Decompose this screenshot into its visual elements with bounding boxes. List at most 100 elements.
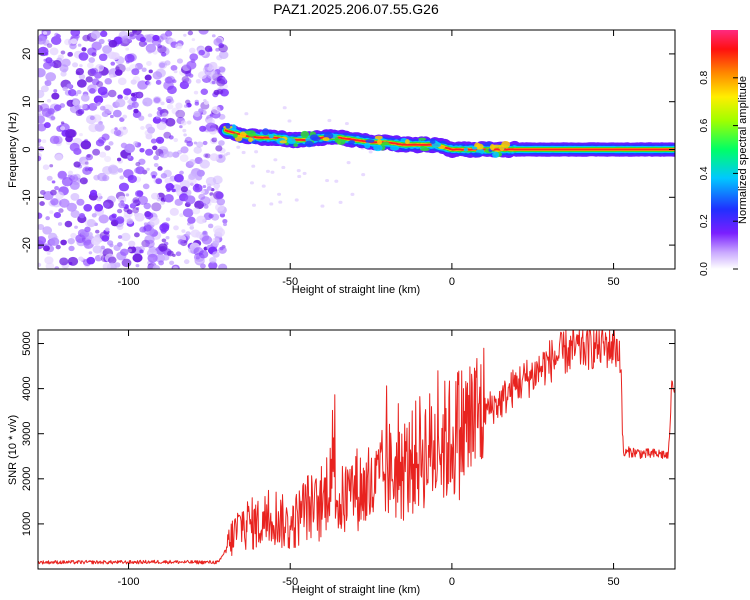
noise-speckle: [135, 207, 140, 211]
noise-speckle: [204, 153, 211, 159]
noise-speckle: [38, 89, 45, 99]
noise-speckle: [153, 162, 159, 168]
noise-speckle: [207, 202, 212, 206]
noise-speckle: [151, 174, 156, 179]
noise-speckle: [198, 193, 206, 200]
noise-speckle: [38, 138, 42, 143]
ridge-blob: [268, 133, 274, 139]
ridge-blob: [484, 141, 493, 146]
frequency-ridge: [218, 122, 675, 158]
ridge-blob: [429, 139, 436, 145]
noise-speckle: [151, 202, 162, 212]
noise-speckle: [160, 228, 167, 234]
noise-speckle: [82, 34, 90, 42]
noise-speckle: [98, 214, 109, 224]
spectrogram-x-label: Height of straight line (km): [292, 284, 420, 296]
noise-speckle: [49, 210, 54, 214]
noise-speckle: [195, 231, 204, 239]
noise-speckle: [45, 262, 55, 269]
noise-speckle: [145, 239, 155, 248]
noise-speckle: [202, 140, 208, 146]
noise-speckle: [108, 214, 117, 222]
ridge-blob: [377, 139, 382, 145]
noise-speckle: [171, 107, 180, 115]
noise-speckle: [170, 64, 178, 71]
noise-speckle: [223, 153, 228, 157]
noise-speckle: [118, 182, 130, 192]
noise-speckle: [192, 207, 201, 215]
noise-speckle: [121, 258, 132, 268]
ridge-blob: [279, 140, 287, 144]
noise-speckle: [215, 36, 224, 44]
noise-speckle: [218, 44, 228, 53]
noise-speckle: [83, 203, 93, 212]
ridge-blob: [472, 152, 482, 157]
noise-speckle: [49, 237, 60, 246]
noise-speckle: [196, 169, 205, 177]
noise-speckle: [344, 121, 349, 126]
noise-speckle: [193, 90, 199, 95]
noise-speckle: [80, 140, 92, 150]
noise-speckle: [185, 231, 191, 236]
spectrogram-y-label: Frequency (Hz): [7, 112, 19, 188]
noise-speckle: [117, 94, 123, 100]
noise-speckle: [241, 150, 246, 155]
noise-speckle: [189, 53, 199, 61]
noise-speckle: [79, 132, 83, 137]
noise-speckle: [97, 101, 102, 105]
noise-speckle: [65, 128, 76, 139]
spectrogram-y-ticks: -20 -10 0 10 20: [21, 48, 675, 253]
noise-speckle: [183, 259, 190, 265]
noise-speckle: [137, 142, 142, 146]
noise-speckle: [50, 198, 59, 206]
noise-speckle: [153, 97, 161, 104]
noise-speckle: [114, 69, 123, 76]
noise-speckle: [131, 30, 142, 35]
noise-speckle: [175, 102, 183, 109]
noise-speckle: [38, 111, 42, 117]
noise-speckle: [150, 192, 159, 200]
noise-speckle: [46, 98, 52, 103]
noise-speckle: [67, 237, 75, 245]
noise-speckle: [117, 77, 127, 86]
ridge-blob: [418, 137, 427, 141]
noise-speckle: [121, 35, 131, 44]
noise-speckle: [76, 89, 82, 95]
noise-speckle: [176, 234, 181, 239]
colorbar: 0.0 0.2 0.4 0.6 0.8 Normalized spectral ampl…: [699, 30, 749, 276]
y-tick-label: 0: [21, 146, 33, 152]
colorbar-label: Normalized spectral amplitude: [737, 76, 749, 224]
noise-speckle: [61, 176, 73, 187]
noise-speckle: [163, 193, 174, 203]
noise-speckle: [131, 96, 137, 102]
noise-speckle: [120, 203, 125, 207]
ridge-blob: [336, 139, 346, 145]
noise-speckle: [212, 240, 220, 247]
noise-speckle: [213, 182, 221, 189]
noise-speckle: [269, 202, 274, 206]
noise-speckle: [297, 174, 302, 179]
noise-speckle: [72, 62, 79, 68]
noise-speckle: [203, 63, 213, 71]
noise-speckle: [43, 245, 50, 252]
ridge-blob: [251, 140, 257, 144]
noise-speckle: [78, 212, 85, 219]
noise-speckle: [81, 159, 90, 167]
noise-speckle: [116, 209, 122, 213]
noise-speckle: [76, 198, 85, 206]
noise-speckle: [194, 200, 205, 210]
noise-speckle: [80, 94, 90, 102]
noise-speckle: [86, 219, 97, 228]
noise-speckle: [70, 30, 81, 37]
snr-y-label: SNR (10 * v/v): [7, 415, 19, 485]
noise-speckle: [59, 257, 69, 266]
noise-speckle: [96, 196, 102, 202]
noise-speckle: [155, 178, 163, 185]
noise-speckle: [96, 81, 104, 88]
noise-speckle: [123, 96, 129, 101]
noise-speckle: [70, 38, 78, 45]
noise-speckle: [79, 177, 88, 185]
noise-speckle: [172, 266, 179, 269]
noise-speckle: [187, 245, 197, 254]
